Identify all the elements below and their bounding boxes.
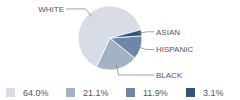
slice-label: WHITE — [38, 5, 64, 14]
slice-label: BLACK — [156, 71, 183, 80]
pie — [78, 6, 142, 70]
legend: 64.0% 21.1% 11.9% 3.1% — [6, 88, 224, 98]
leader-line — [138, 32, 154, 34]
legend-swatch — [66, 88, 75, 97]
chart-svg: WHITE BLACK HISPANIC ASIAN 64.0% 21.1% 11.9% 3.… — [0, 0, 240, 100]
legend-label: 64.0% — [23, 88, 49, 98]
pie-slice — [110, 36, 142, 58]
slice-label: HISPANIC — [156, 45, 193, 54]
legend-swatch — [186, 88, 195, 97]
chart-container: WHITE BLACK HISPANIC ASIAN 64.0% 21.1% 11.9% 3.… — [0, 0, 240, 100]
leader-line — [66, 9, 92, 17]
legend-label: 11.9% — [143, 88, 168, 98]
legend-swatch — [126, 88, 135, 97]
legend-swatch — [6, 88, 15, 97]
slice-label: ASIAN — [156, 28, 180, 37]
slice-labels: WHITE BLACK HISPANIC ASIAN — [38, 5, 193, 80]
leader-line — [137, 46, 154, 49]
pie-slice — [110, 30, 142, 38]
leader-line — [116, 65, 154, 75]
legend-label: 3.1% — [203, 88, 224, 98]
legend-label: 21.1% — [83, 88, 109, 98]
